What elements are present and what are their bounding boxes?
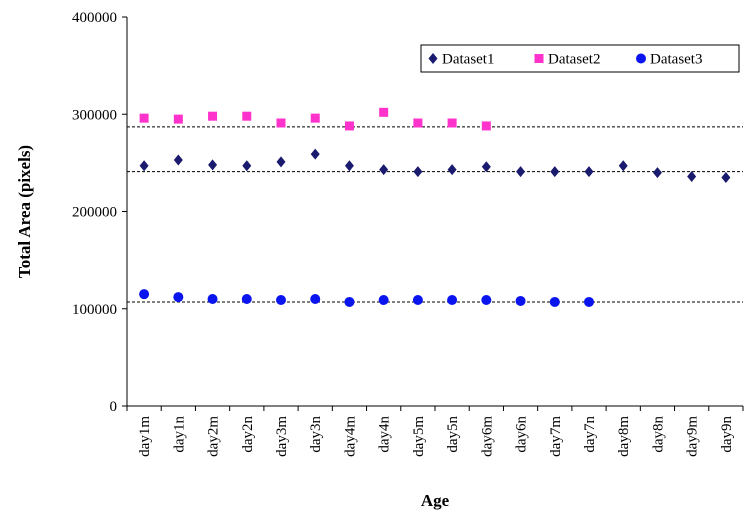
- data-point: [344, 296, 355, 307]
- x-tick-label: day8n: [650, 416, 666, 453]
- data-point: [652, 167, 662, 179]
- y-tick-label: 300000: [72, 107, 117, 123]
- data-point: [173, 154, 183, 166]
- data-point: [687, 170, 697, 182]
- x-tick-label: day4m: [342, 416, 358, 457]
- data-point: [207, 294, 218, 305]
- legend-marker: [534, 54, 544, 63]
- x-tick-label: day2n: [240, 416, 256, 453]
- legend-box: [420, 44, 740, 73]
- y-tick-label: 200000: [72, 205, 117, 221]
- legend: Dataset1 Dataset2 Dataset3: [420, 44, 740, 73]
- y-tick-label: 100000: [72, 302, 117, 318]
- data-point: [721, 171, 731, 183]
- data-point: [550, 166, 560, 178]
- legend-label: Dataset2: [548, 52, 600, 68]
- y-axis-title: Total Area (pixels): [15, 145, 34, 278]
- data-point: [584, 166, 594, 178]
- x-axis-title: Age: [421, 491, 450, 510]
- data-point: [481, 294, 492, 305]
- x-tick-label: day3n: [308, 416, 324, 453]
- data-point: [310, 148, 320, 160]
- y-ticks: 0 100000 200000 300000 400000: [72, 10, 127, 415]
- data-point: [173, 292, 184, 303]
- data-point: [276, 156, 286, 168]
- data-point: [242, 111, 252, 121]
- x-tick-label: day7m: [548, 416, 564, 457]
- data-point: [379, 164, 389, 176]
- data-point: [139, 289, 150, 300]
- data-point: [413, 118, 423, 128]
- series-1: [139, 148, 731, 183]
- data-point: [447, 294, 458, 305]
- data-point: [276, 294, 286, 305]
- x-tick-label: day5m: [411, 416, 427, 457]
- data-point: [378, 294, 389, 305]
- data-point: [242, 160, 252, 172]
- data-point: [481, 121, 491, 131]
- series-layer: [139, 107, 731, 307]
- legend-marker: [428, 53, 438, 64]
- data-point: [584, 296, 594, 307]
- series-3: [139, 289, 594, 307]
- y-tick-label: 400000: [72, 10, 117, 26]
- data-point: [139, 160, 149, 172]
- x-tick-label: day7n: [582, 416, 598, 453]
- x-tick-label: day6m: [479, 416, 495, 457]
- data-point: [447, 164, 457, 176]
- x-tick-label: day2m: [206, 416, 222, 457]
- x-tick-label: day8m: [616, 416, 632, 457]
- y-tick-label: 0: [110, 399, 118, 415]
- data-point: [173, 114, 183, 124]
- data-point: [413, 166, 423, 178]
- data-point: [618, 160, 628, 172]
- series-2: [139, 107, 491, 131]
- data-point: [344, 121, 354, 131]
- data-point: [412, 294, 423, 305]
- x-tick-label: day9m: [685, 416, 701, 457]
- data-point: [447, 118, 457, 128]
- legend-marker: [636, 53, 646, 64]
- data-point: [208, 111, 218, 121]
- x-ticks: day1m day1n day2m day2n day3m day3n day4m day4n…: [126, 406, 744, 457]
- legend-label: Dataset1: [442, 52, 494, 68]
- data-point: [139, 113, 149, 123]
- data-point: [241, 294, 252, 305]
- x-tick-label: day4n: [377, 416, 393, 453]
- data-point: [516, 166, 526, 178]
- data-point: [276, 118, 286, 128]
- x-tick-label: day9n: [719, 416, 735, 453]
- reference-lines: [127, 126, 743, 303]
- x-tick-label: day3m: [274, 416, 290, 457]
- data-point: [310, 113, 320, 123]
- legend-label: Dataset3: [650, 52, 702, 68]
- data-point: [515, 295, 526, 306]
- x-tick-label: day1m: [137, 416, 153, 457]
- axes: [126, 17, 743, 407]
- data-point: [208, 159, 218, 171]
- data-point: [549, 296, 560, 307]
- x-tick-label: day1n: [171, 416, 187, 453]
- data-point: [379, 107, 389, 117]
- data-point: [344, 160, 354, 172]
- x-tick-label: day6n: [514, 416, 530, 453]
- data-point: [481, 161, 491, 173]
- x-tick-label: day5n: [445, 416, 461, 453]
- data-point: [310, 294, 321, 305]
